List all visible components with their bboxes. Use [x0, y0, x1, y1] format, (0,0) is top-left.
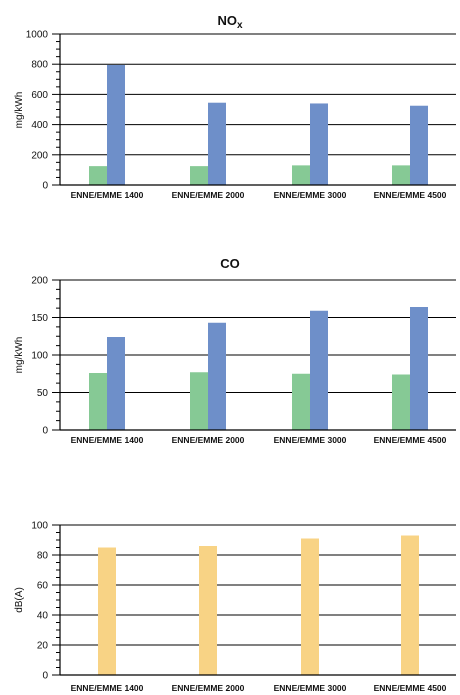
- bar-2-s0-1: [199, 546, 217, 675]
- category-label-1-3: ENNE/EMME 4500: [374, 435, 447, 445]
- category-label-1-1: ENNE/EMME 2000: [172, 435, 245, 445]
- y-tick-label-2-3: 60: [37, 581, 49, 592]
- bar-2-s0-2: [301, 538, 319, 675]
- y-tick-label-0-3: 600: [31, 90, 48, 101]
- category-label-2-1: ENNE/EMME 2000: [172, 683, 245, 693]
- category-label-0-2: ENNE/EMME 3000: [274, 190, 347, 200]
- bar-1-s1-1: [208, 322, 226, 430]
- bar-0-s1-2: [310, 103, 328, 185]
- bar-2-s0-3: [401, 535, 419, 675]
- y-tick-label-1-3: 150: [31, 313, 48, 324]
- bar-1-s1-0: [107, 337, 125, 430]
- y-tick-label-1-0: 0: [42, 426, 48, 437]
- y-tick-label-2-0: 0: [42, 671, 48, 682]
- y-axis-label-2: dB(A): [14, 587, 25, 613]
- y-tick-label-0-1: 200: [31, 150, 48, 161]
- chart-title-0: NOx: [217, 13, 243, 31]
- bar-0-s1-0: [107, 64, 125, 185]
- bar-0-s0-3: [392, 165, 410, 185]
- category-label-2-2: ENNE/EMME 3000: [274, 683, 347, 693]
- y-axis-label-0: mg/kWh: [14, 92, 25, 129]
- bar-0-s1-3: [410, 105, 428, 185]
- category-label-0-3: ENNE/EMME 4500: [374, 190, 447, 200]
- bar-1-s1-2: [310, 310, 328, 430]
- bar-0-s0-0: [89, 166, 107, 185]
- category-label-1-2: ENNE/EMME 3000: [274, 435, 347, 445]
- y-tick-label-1-1: 50: [37, 388, 49, 399]
- category-label-0-0: ENNE/EMME 1400: [71, 190, 144, 200]
- y-tick-label-0-0: 0: [42, 181, 48, 192]
- y-tick-label-2-2: 40: [37, 611, 49, 622]
- y-tick-label-0-5: 1000: [26, 30, 49, 41]
- y-tick-label-2-5: 100: [31, 521, 48, 532]
- bar-0-s1-1: [208, 102, 226, 185]
- bar-0-s0-2: [292, 165, 310, 185]
- y-tick-label-0-2: 400: [31, 120, 48, 131]
- bar-1-s0-0: [89, 373, 107, 430]
- category-label-2-3: ENNE/EMME 4500: [374, 683, 447, 693]
- y-tick-label-1-4: 200: [31, 276, 48, 287]
- y-tick-label-2-1: 20: [37, 641, 49, 652]
- chart-title-1: CO: [220, 256, 240, 271]
- bar-1-s1-3: [410, 307, 428, 430]
- bar-0-s0-1: [190, 166, 208, 185]
- bar-1-s0-3: [392, 374, 410, 430]
- category-label-2-0: ENNE/EMME 1400: [71, 683, 144, 693]
- y-tick-label-0-4: 800: [31, 60, 48, 71]
- chart-title-subscript-0: x: [237, 20, 243, 31]
- bar-2-s0-0: [98, 547, 116, 675]
- y-axis-label-1: mg/kWh: [14, 337, 25, 374]
- bar-1-s0-1: [190, 372, 208, 430]
- bar-1-s0-2: [292, 373, 310, 430]
- y-tick-label-1-2: 100: [31, 351, 48, 362]
- category-label-0-1: ENNE/EMME 2000: [172, 190, 245, 200]
- category-label-1-0: ENNE/EMME 1400: [71, 435, 144, 445]
- y-tick-label-2-4: 80: [37, 551, 49, 562]
